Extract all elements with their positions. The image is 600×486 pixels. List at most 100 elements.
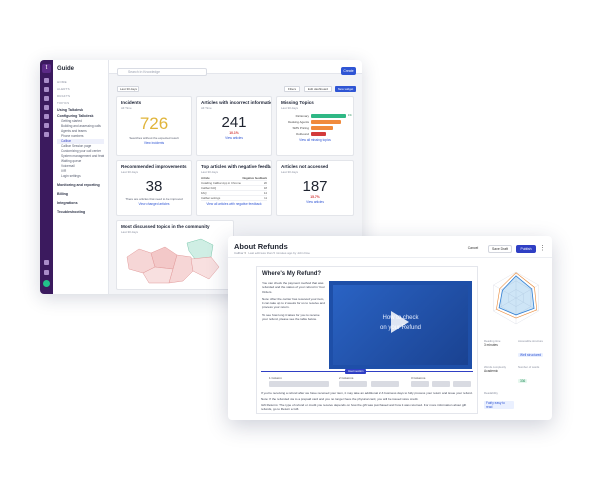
insert-section-badge[interactable]: Insert section [345, 369, 367, 374]
card-meta: Last 30 days [121, 170, 139, 174]
missing-topic-row[interactable]: Desking Agents [281, 119, 349, 125]
contacts-icon[interactable] [44, 96, 49, 101]
view-feedback-articles-link[interactable]: View all articles with negative feedback [206, 202, 262, 206]
table-row[interactable]: Installing Callbar App in Chrome 20 [201, 181, 267, 186]
reports-icon[interactable] [44, 105, 49, 110]
view-missing-topics-link[interactable]: View all missing topics [299, 138, 331, 142]
nav-sub-item[interactable]: Callbar Session page [61, 144, 92, 148]
nav-sub-item[interactable]: Getting started [61, 119, 82, 123]
cancel-button[interactable]: Cancel [464, 245, 482, 253]
nav-item-troubleshooting[interactable]: Troubleshooting [57, 210, 86, 214]
incorrect-count: 241 [221, 114, 247, 131]
card-title: Articles with incorrect information [201, 100, 272, 105]
stat-value: Well structured [518, 353, 544, 357]
incidents-count: 726 [139, 114, 169, 133]
view-not-accessed-link[interactable]: View articles [306, 200, 324, 204]
incorrect-percent: 10.1% [229, 131, 239, 135]
feedback-table: Installing Callbar App in Chrome 20 Callba… [201, 181, 267, 201]
negative-count: 20 [263, 181, 267, 185]
nav-sub-item[interactable]: Customizing your call center [61, 149, 102, 153]
nav-home[interactable]: HOME [57, 80, 67, 84]
missing-topic-row[interactable]: SMS Pricing [281, 125, 349, 131]
filters-button[interactable]: Filters [284, 86, 300, 92]
missing-topic-row[interactable]: Outbound [281, 131, 349, 137]
card-meta: Last 30 days [281, 170, 299, 174]
article-insights-panel: Reading time 3 minutes Accessible structur… [484, 266, 548, 414]
negative-feedback-card: Top articles with negative feedback Last… [196, 160, 272, 216]
discussed-topics-card: Most discussed topics in the community L… [116, 220, 234, 290]
home-icon[interactable] [44, 78, 49, 83]
radar-axis [515, 284, 539, 299]
doc-body: If you're receiving a refund after we ha… [261, 391, 473, 411]
apps-icon[interactable] [44, 132, 49, 137]
nav-item-billing[interactable]: Billing [57, 192, 68, 196]
not-accessed-percent: 15.7% [310, 195, 320, 199]
view-incidents-link[interactable]: View incidents [143, 141, 165, 145]
missing-topic-bar [311, 120, 342, 124]
column-option-1[interactable]: 1 Column [269, 376, 282, 380]
nav-sub-item[interactable]: Voicemail [61, 164, 75, 168]
nav-sub-item[interactable]: Phone numbers [61, 134, 84, 138]
card-text: There are articles that need to be impro… [125, 197, 183, 201]
column-placeholder [269, 381, 329, 387]
dashboard-window: t Guide HOME ALERTS DRAFTS TOPICS Using … [40, 60, 362, 294]
view-changed-articles-link[interactable]: View changed articles [138, 202, 170, 206]
improvements-count: 38 [145, 178, 163, 195]
nav-sub-item[interactable]: Building and assessing calls [61, 124, 101, 128]
edit-dashboard-button[interactable]: Edit dashboard [304, 86, 332, 92]
play-icon[interactable] [391, 311, 409, 333]
table-row[interactable]: Callbar settings 11 [201, 196, 267, 201]
column-placeholder [453, 381, 471, 387]
topic-region [186, 238, 214, 260]
view-articles-link[interactable]: View articles [225, 136, 243, 140]
nav-sub-item-selected[interactable]: Callbar [57, 139, 104, 144]
stat-value: Academic [484, 369, 498, 373]
article-title: About Refunds [234, 242, 288, 251]
more-options-icon[interactable]: ⋮ [539, 245, 546, 252]
create-button[interactable]: Create [341, 67, 356, 75]
search-input[interactable]: Search in Knowledge [117, 68, 207, 76]
missing-topic-row[interactable]: Dictionary 1% [281, 113, 352, 119]
nav-drafts[interactable]: DRAFTS [57, 94, 71, 98]
phone-icon[interactable] [44, 87, 49, 92]
book-icon[interactable] [44, 114, 49, 119]
stat-label: Words complexity [484, 365, 507, 369]
category-select[interactable]: Callbar [234, 251, 244, 255]
doc-heading: Where's My Refund? [262, 271, 322, 277]
negative-count: 11 [264, 196, 267, 200]
nav-item-configuring[interactable]: Configuring Talkdesk [57, 114, 94, 118]
columns-section[interactable]: Insert section 1 Column 2 Columns 3 Colu… [261, 369, 473, 389]
video-embed[interactable]: How to check on your Refund [329, 281, 472, 369]
help-icon[interactable] [44, 270, 49, 275]
article-stat: Accessible structure Well structured [518, 339, 548, 361]
nav-alerts[interactable]: ALERTS [57, 87, 70, 91]
missing-topic-label: Desking Agents [288, 120, 309, 124]
card-meta: All Time [201, 106, 212, 110]
nav-item-integrations[interactable]: Integrations [57, 201, 78, 205]
doc-paragraph: You can check the payment method that wa… [262, 281, 325, 294]
bell-icon[interactable] [44, 260, 49, 265]
card-meta: Last 30 days [121, 230, 139, 234]
nav-sub-item[interactable]: IVR [61, 169, 67, 173]
nav-item-monitoring[interactable]: Monitoring and reporting [57, 183, 100, 187]
new-widget-button[interactable]: New widget [335, 86, 356, 92]
table-row[interactable]: FAQ 14 [201, 191, 267, 196]
nav-sub-item[interactable]: Waiting queue [61, 159, 82, 163]
settings-icon[interactable] [44, 123, 49, 128]
card-title: Articles not accessed [281, 164, 329, 169]
stat-value: Fairly easy to read [484, 401, 514, 409]
nav-sub-item[interactable]: System management and features [61, 154, 104, 158]
nav-sub-item[interactable]: Agents and teams [61, 129, 87, 133]
publish-button[interactable]: Publish [516, 245, 536, 253]
article-document[interactable]: Where's My Refund? You can check the pay… [256, 266, 478, 414]
nav-item-using[interactable]: Using Talkdesk [57, 108, 84, 112]
date-range-select[interactable]: Last 30 days [117, 86, 139, 92]
avatar[interactable] [43, 280, 50, 287]
table-row[interactable]: Callbar FAQ 18 [201, 186, 267, 191]
article-name: Installing Callbar App in Chrome [201, 181, 241, 185]
column-option-2[interactable]: 2 Columns [339, 376, 354, 380]
nav-sub-item[interactable]: Login settings [61, 174, 81, 178]
column-option-3[interactable]: 3 Columns [411, 376, 426, 380]
card-title: Incidents [121, 100, 142, 105]
save-draft-button[interactable]: Save Draft [488, 245, 512, 253]
